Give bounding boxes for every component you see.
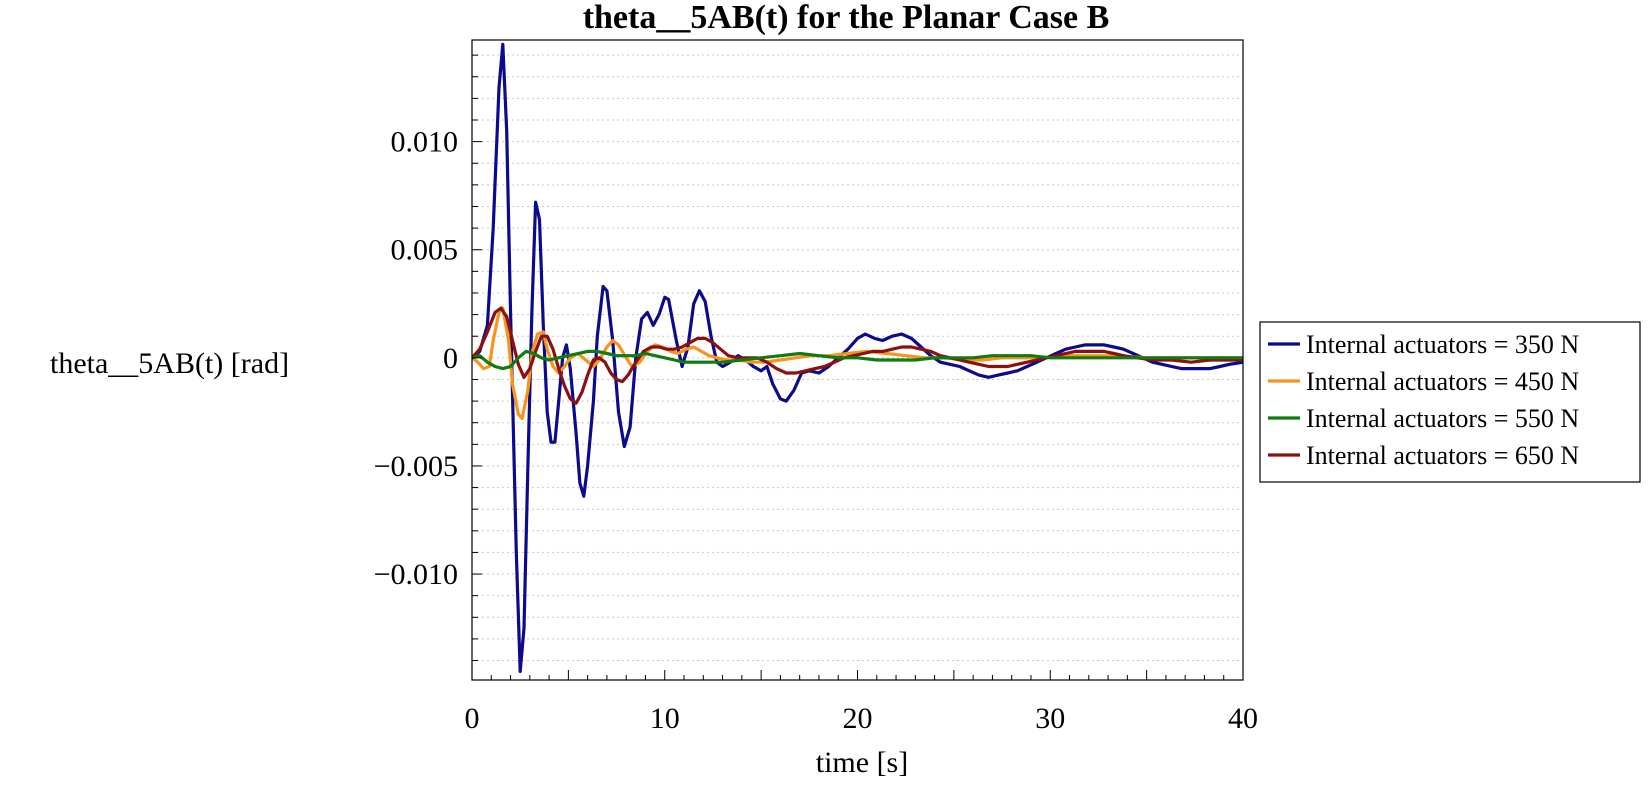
y-tick-label: 0.005 [391, 234, 459, 267]
x-tick-label: 10 [650, 702, 680, 735]
x-tick-label: 0 [465, 702, 480, 735]
x-tick-label: 30 [1035, 702, 1065, 735]
x-tick-label: 20 [843, 702, 873, 735]
axis-ticks [471, 54, 1244, 680]
series-line-2 [472, 306, 1243, 420]
series-line-3 [472, 349, 1243, 371]
legend-entry: Internal actuators = 650 N [1306, 441, 1579, 470]
y-tick-label: 0 [443, 342, 458, 375]
legend-entry: Internal actuators = 450 N [1306, 367, 1579, 396]
chart-title: theta__5AB(t) for the Planar Case B [583, 0, 1110, 36]
series-lines [472, 42, 1243, 674]
legend-entry: Internal actuators = 550 N [1306, 404, 1579, 433]
legend: Internal actuators = 350 N Internal actua… [1259, 321, 1641, 483]
grid [472, 54, 1243, 662]
x-axis-label: time [s] [816, 746, 908, 779]
x-tick-label: 40 [1228, 702, 1258, 735]
legend-box [1259, 321, 1641, 483]
y-tick-label: 0.010 [391, 126, 459, 159]
y-axis-label: theta__5AB(t) [rad] [50, 347, 289, 380]
y-tick-label: −0.010 [374, 558, 458, 591]
x-tick-labels: 0 10 20 30 40 [465, 702, 1259, 735]
legend-entry: Internal actuators = 350 N [1306, 330, 1579, 359]
series-line-4 [472, 306, 1243, 405]
y-tick-label: −0.005 [374, 450, 458, 483]
y-tick-labels: −0.010 −0.005 0 0.005 0.010 [374, 126, 458, 591]
